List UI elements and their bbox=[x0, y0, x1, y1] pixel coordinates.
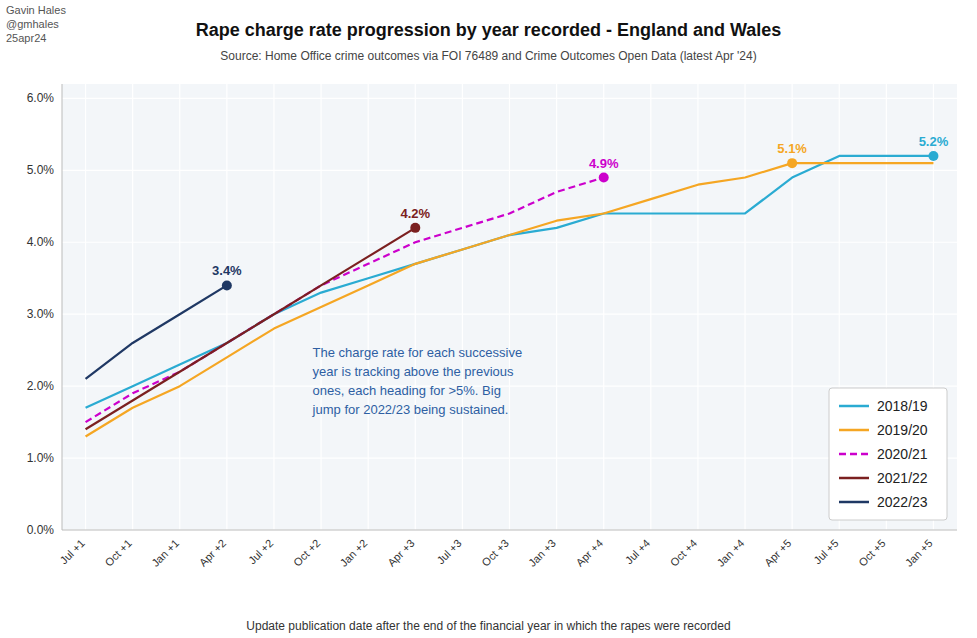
x-tick-label: Jan +2 bbox=[338, 537, 370, 569]
data-label: 4.2% bbox=[400, 206, 430, 221]
y-tick-label: 3.0% bbox=[27, 307, 55, 321]
x-tick-label: Apr +5 bbox=[762, 537, 794, 569]
x-grid-line bbox=[603, 84, 604, 530]
annotation-line: jump for 2022/23 being sustained. bbox=[312, 402, 509, 417]
end-marker bbox=[928, 151, 938, 161]
credit-line: @gmhales bbox=[6, 18, 59, 30]
data-label: 4.9% bbox=[589, 156, 619, 171]
x-tick-label: Jul +3 bbox=[434, 537, 463, 566]
y-grid-line bbox=[62, 529, 957, 530]
x-tick-label: Apr +3 bbox=[385, 537, 417, 569]
x-axis-line bbox=[62, 530, 957, 531]
x-grid-line bbox=[85, 84, 86, 530]
x-axis-label: Update publication date after the end of… bbox=[246, 619, 730, 633]
chart: 0.0% 1.0% 2.0% 3.0% 4.0% 5.0% 6.0% Jul +1 Oct +1… bbox=[0, 0, 977, 638]
legend-swatch bbox=[839, 501, 869, 504]
legend-label: 2019/20 bbox=[877, 422, 928, 438]
end-marker bbox=[599, 173, 609, 183]
x-tick-label: Oct +3 bbox=[479, 537, 511, 569]
legend: 2018/19 2019/20 2020/21 2021/22 2022/23 bbox=[829, 388, 947, 520]
series-line bbox=[86, 156, 934, 408]
x-grid-line bbox=[556, 84, 557, 530]
legend-swatch bbox=[839, 405, 869, 408]
legend-swatch bbox=[839, 429, 869, 432]
x-tick-label: Jul +2 bbox=[246, 537, 275, 566]
end-marker bbox=[222, 280, 232, 290]
series-line bbox=[86, 163, 934, 436]
end-marker bbox=[787, 158, 797, 168]
x-grid-line bbox=[697, 84, 698, 530]
x-grid-line bbox=[744, 84, 745, 530]
x-grid-line bbox=[132, 84, 133, 530]
series-line bbox=[86, 228, 416, 429]
y-tick-label: 1.0% bbox=[27, 451, 55, 465]
x-tick-label: Oct +1 bbox=[102, 537, 134, 569]
y-tick-label: 2.0% bbox=[27, 379, 55, 393]
y-tick-label: 6.0% bbox=[27, 91, 55, 105]
x-tick-label: Oct +4 bbox=[668, 537, 700, 569]
data-label: 5.1% bbox=[777, 141, 807, 156]
x-grid-line bbox=[226, 84, 227, 530]
x-grid-line bbox=[509, 84, 510, 530]
x-grid-line bbox=[368, 84, 369, 530]
x-tick-label: Apr +2 bbox=[197, 537, 229, 569]
y-axis-line bbox=[62, 84, 63, 530]
end-marker bbox=[410, 223, 420, 233]
x-tick-label: Jul +5 bbox=[811, 537, 840, 566]
y-tick-label: 5.0% bbox=[27, 163, 55, 177]
data-label: 5.2% bbox=[919, 134, 949, 149]
x-tick-label: Oct +5 bbox=[856, 537, 888, 569]
credit-line: Gavin Hales bbox=[6, 4, 66, 16]
x-grid-line bbox=[179, 84, 180, 530]
x-tick-label: Jan +5 bbox=[903, 537, 935, 569]
x-grid-line bbox=[462, 84, 463, 530]
x-tick-label: Jan +4 bbox=[714, 537, 746, 569]
y-tick-label: 4.0% bbox=[27, 235, 55, 249]
annotation-line: year is tracking above the previous bbox=[313, 364, 514, 379]
plot-background bbox=[62, 84, 957, 530]
legend-label: 2020/21 bbox=[877, 446, 928, 462]
series-line bbox=[86, 285, 227, 379]
legend-swatch bbox=[839, 477, 869, 480]
legend-label: 2022/23 bbox=[877, 494, 928, 510]
x-tick-label: Apr +4 bbox=[574, 537, 606, 569]
x-tick-label: Oct +2 bbox=[291, 537, 323, 569]
x-tick-label: Jul +1 bbox=[58, 537, 87, 566]
credit-line: 25apr24 bbox=[6, 32, 46, 44]
series-group bbox=[86, 151, 939, 437]
x-grid-line bbox=[273, 84, 274, 530]
x-tick-label: Jan +3 bbox=[526, 537, 558, 569]
credit: Gavin Hales @gmhales 25apr24 bbox=[6, 4, 66, 44]
data-label: 3.4% bbox=[212, 263, 242, 278]
legend-swatch bbox=[839, 453, 869, 456]
x-tick-label: Jul +4 bbox=[623, 537, 652, 566]
annotation-line: ones, each heading for >5%. Big bbox=[313, 383, 501, 398]
subtitle: Source: Home Office crime outcomes via F… bbox=[220, 49, 756, 63]
title: Rape charge rate progression by year rec… bbox=[196, 20, 782, 40]
x-grid-line bbox=[415, 84, 416, 530]
x-tick-label: Jan +1 bbox=[149, 537, 181, 569]
annotation-line: The charge rate for each successive bbox=[313, 345, 523, 360]
grid bbox=[62, 84, 957, 530]
data-labels: 5.2% 5.1% 4.9% 4.2% 3.4% bbox=[212, 134, 949, 278]
series-line bbox=[86, 178, 604, 423]
legend-label: 2018/19 bbox=[877, 398, 928, 414]
annotation: The charge rate for each successive year … bbox=[312, 345, 523, 417]
x-grid-line bbox=[650, 84, 651, 530]
y-tick-label: 0.0% bbox=[27, 523, 55, 537]
legend-label: 2021/22 bbox=[877, 470, 928, 486]
legend-box bbox=[829, 388, 947, 520]
